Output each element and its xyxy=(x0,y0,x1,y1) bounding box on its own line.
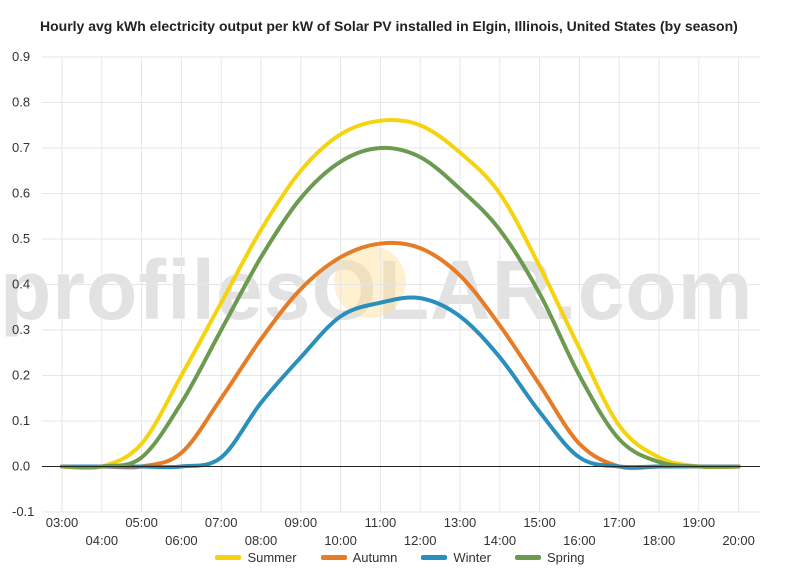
legend-swatch xyxy=(514,555,541,561)
legend-label: Spring xyxy=(546,550,585,566)
axis-layer: -0.1 0.0 0.1 0.2 0.3 0.4 0.5 0.6 0.7 0.8 0.9 03:00 0… xyxy=(12,49,760,548)
x-tick-label: 08:00 xyxy=(245,533,278,548)
y-tick-label: 0.7 xyxy=(12,140,30,155)
x-tick-label: 18:00 xyxy=(643,533,676,548)
legend-label: Winter xyxy=(453,550,491,566)
legend-item-spring: Spring xyxy=(514,549,585,566)
y-tick-label: 0.1 xyxy=(12,413,30,428)
x-tick-label: 17:00 xyxy=(603,515,636,530)
legend-label: Summer xyxy=(247,550,297,566)
x-tick-label: 19:00 xyxy=(683,515,716,530)
y-tick-label: 0.4 xyxy=(12,277,30,292)
legend-label: Autumn xyxy=(352,550,398,566)
x-tick-label: 06:00 xyxy=(165,533,198,548)
series-line-summer xyxy=(60,118,741,471)
x-tick-label: 15:00 xyxy=(523,515,556,530)
y-tick-label: 0.2 xyxy=(12,368,30,383)
y-tick-label: 0.0 xyxy=(12,459,30,474)
chart-plot: -0.1 0.0 0.1 0.2 0.3 0.4 0.5 0.6 0.7 0.8 0.9 03:00 0… xyxy=(12,49,760,548)
x-tick-label: 20:00 xyxy=(722,533,755,548)
legend-swatch xyxy=(215,555,242,561)
legend-item-summer: Summer xyxy=(215,549,297,566)
legend: Summer Autumn Winter Spring xyxy=(0,549,800,565)
x-tick-label: 03:00 xyxy=(46,515,79,530)
chart-title: Hourly avg kWh electricity output per kW… xyxy=(40,18,738,34)
series-layer xyxy=(60,118,741,471)
x-tick-label: 10:00 xyxy=(324,533,357,548)
x-tick-label: 04:00 xyxy=(86,533,119,548)
x-tick-label: 16:00 xyxy=(563,533,596,548)
x-tick-label: 13:00 xyxy=(444,515,477,530)
x-tick-label: 05:00 xyxy=(125,515,158,530)
y-tick-label: 0.5 xyxy=(12,231,30,246)
y-tick-label: 0.6 xyxy=(12,186,30,201)
y-tick-label: -0.1 xyxy=(12,504,34,519)
y-tick-label: 0.9 xyxy=(12,49,30,64)
x-tick-label: 09:00 xyxy=(285,515,318,530)
legend-swatch xyxy=(421,555,448,561)
x-tick-label: 11:00 xyxy=(365,515,397,530)
series-line-spring xyxy=(60,145,741,470)
legend-item-winter: Winter xyxy=(421,549,491,565)
x-tick-label: 12:00 xyxy=(404,533,437,548)
x-tick-label: 07:00 xyxy=(205,515,238,530)
y-tick-label: 0.8 xyxy=(12,95,30,110)
grid-layer xyxy=(42,56,760,513)
x-tick-label: 14:00 xyxy=(484,533,517,548)
legend-item-autumn: Autumn xyxy=(320,549,398,566)
y-tick-label: 0.3 xyxy=(12,322,30,337)
watermark-text: profilesOLAR.com xyxy=(0,243,754,337)
legend-swatch xyxy=(320,555,347,561)
